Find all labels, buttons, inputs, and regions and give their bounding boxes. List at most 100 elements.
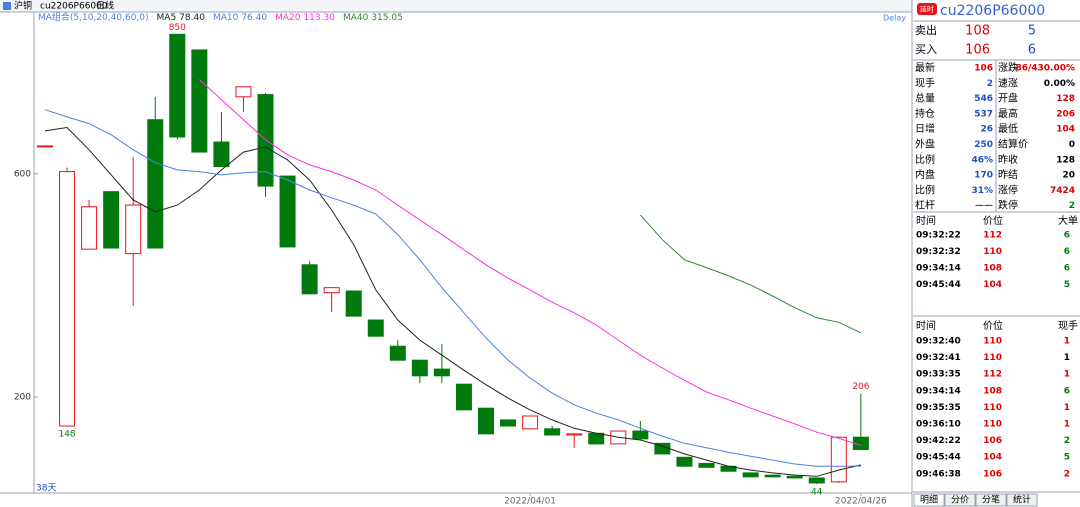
candle-body	[367, 319, 384, 337]
legend: MA组合(5,10,20,40,60,0) MA5 78.40 MA10 76.40 MA…	[38, 11, 403, 23]
stat-label: 外盘	[915, 138, 935, 151]
stat-label: 跌停	[998, 199, 1018, 212]
trade-volume: 5	[1064, 280, 1070, 290]
trade-price: 106	[983, 436, 1002, 446]
order-volume: 5	[1028, 24, 1036, 39]
trade-time: 09:32:40	[916, 337, 961, 347]
stat-label: 内盘	[915, 168, 935, 181]
legend-value: 113.30	[303, 13, 335, 23]
trade-price: 104	[983, 280, 1002, 290]
tab-title[interactable]: 沪铜	[14, 0, 32, 12]
trade-price: 104	[983, 453, 1002, 463]
trade-time: 09:36:10	[916, 420, 961, 430]
header-symbol: cu2206P66000	[40, 2, 108, 12]
tab-label[interactable]: 统计	[1013, 494, 1031, 506]
y-tick-label: 200	[14, 393, 31, 403]
trade-time: 09:32:32	[916, 247, 961, 257]
stat-label: 结算价	[998, 138, 1028, 151]
stat-label: 最低	[998, 122, 1018, 135]
candle-body	[566, 433, 583, 436]
trade-price: 110	[983, 420, 1002, 430]
trade-price: 110	[983, 247, 1002, 257]
trade-price: 110	[983, 353, 1002, 363]
candle-body	[522, 415, 539, 430]
stat-label: 现手	[915, 76, 935, 89]
stat-value: 26	[980, 125, 993, 135]
tab-label[interactable]: 分价	[951, 495, 969, 506]
stat-value: 2	[987, 79, 993, 89]
stat-label: 最新	[915, 61, 935, 74]
stat-value: 46%	[971, 155, 993, 165]
candle-body	[125, 204, 142, 255]
legend-name: MA40	[343, 13, 369, 23]
trade-time: 09:42:22	[916, 436, 961, 446]
stat-value: 20	[1062, 171, 1075, 181]
candle-body	[433, 368, 450, 377]
trade-time: 09:34:14	[916, 264, 961, 274]
tab-label[interactable]: 明细	[920, 494, 938, 506]
ma-line	[198, 79, 862, 446]
candle-body	[830, 436, 847, 483]
tab[interactable]	[1006, 493, 1038, 507]
trade-volume: 1	[1064, 403, 1070, 413]
candle-body	[632, 430, 649, 440]
stat-value: 31%	[971, 186, 993, 196]
trade-time: 09:34:14	[916, 386, 961, 396]
period-tab[interactable]: 日线	[96, 0, 114, 12]
candle-body	[191, 49, 208, 153]
trade-volume: 6	[1064, 247, 1070, 257]
candle-body	[698, 462, 715, 468]
candle-body	[301, 264, 318, 295]
candle-body	[742, 472, 759, 478]
table-header: 价位	[983, 214, 1003, 227]
candle-body	[676, 456, 693, 467]
candle-body	[808, 477, 825, 484]
panel-symbol: cu2206P66000	[940, 3, 1045, 19]
trade-time: 09:33:35	[916, 370, 961, 380]
delay-label: Delay	[883, 14, 906, 23]
legend-value: 76.40	[241, 13, 267, 23]
candle-body	[411, 359, 428, 377]
candle-body	[455, 383, 472, 411]
low-label: 44	[811, 488, 823, 498]
candle-body	[544, 428, 561, 436]
trade-price: 112	[983, 370, 1002, 380]
order-label: 卖出	[915, 23, 937, 37]
trade-price: 106	[983, 469, 1002, 479]
trade-time: 09:32:41	[916, 353, 961, 363]
tab[interactable]	[913, 493, 945, 507]
ma-line	[44, 109, 861, 467]
low-label: 148	[58, 430, 75, 440]
candle-body	[103, 191, 120, 249]
stat-value: 128	[1056, 94, 1075, 104]
high-label: 206	[852, 382, 869, 392]
legend-value: 315.05	[371, 13, 403, 23]
tab-label[interactable]: 分笔	[982, 494, 1000, 506]
trade-volume: 2	[1064, 469, 1070, 479]
stat-label: 昨结	[998, 168, 1018, 181]
y-tick-label: 600	[14, 169, 31, 179]
trade-price: 108	[983, 386, 1002, 396]
candle-body	[345, 290, 362, 317]
trade-price: 108	[983, 264, 1002, 274]
stat-label: 总量	[915, 92, 935, 105]
legend-name: MA5	[157, 13, 177, 23]
x-tick-label: 2022/04/01	[504, 497, 556, 507]
stat-label: 日增	[915, 122, 935, 135]
candle-body	[786, 475, 803, 479]
stat-label: 持仓	[915, 107, 935, 120]
stat-label: 杠杆	[915, 199, 935, 212]
candle-body	[147, 119, 164, 249]
trade-time: 09:45:44	[916, 280, 961, 290]
tab[interactable]	[944, 493, 976, 507]
order-volume: 6	[1028, 43, 1036, 58]
stat-value: 0	[1069, 140, 1075, 150]
stat-label: 比例	[915, 153, 935, 166]
stat-label: 比例	[915, 183, 935, 196]
trade-volume: 6	[1064, 386, 1070, 396]
stat-value: 104	[1056, 125, 1075, 135]
table-header: 价位	[983, 319, 1003, 332]
order-label: 买入	[915, 43, 937, 56]
tab[interactable]	[975, 493, 1007, 507]
legend-title: MA组合(5,10,20,40,60,0)	[38, 11, 149, 23]
